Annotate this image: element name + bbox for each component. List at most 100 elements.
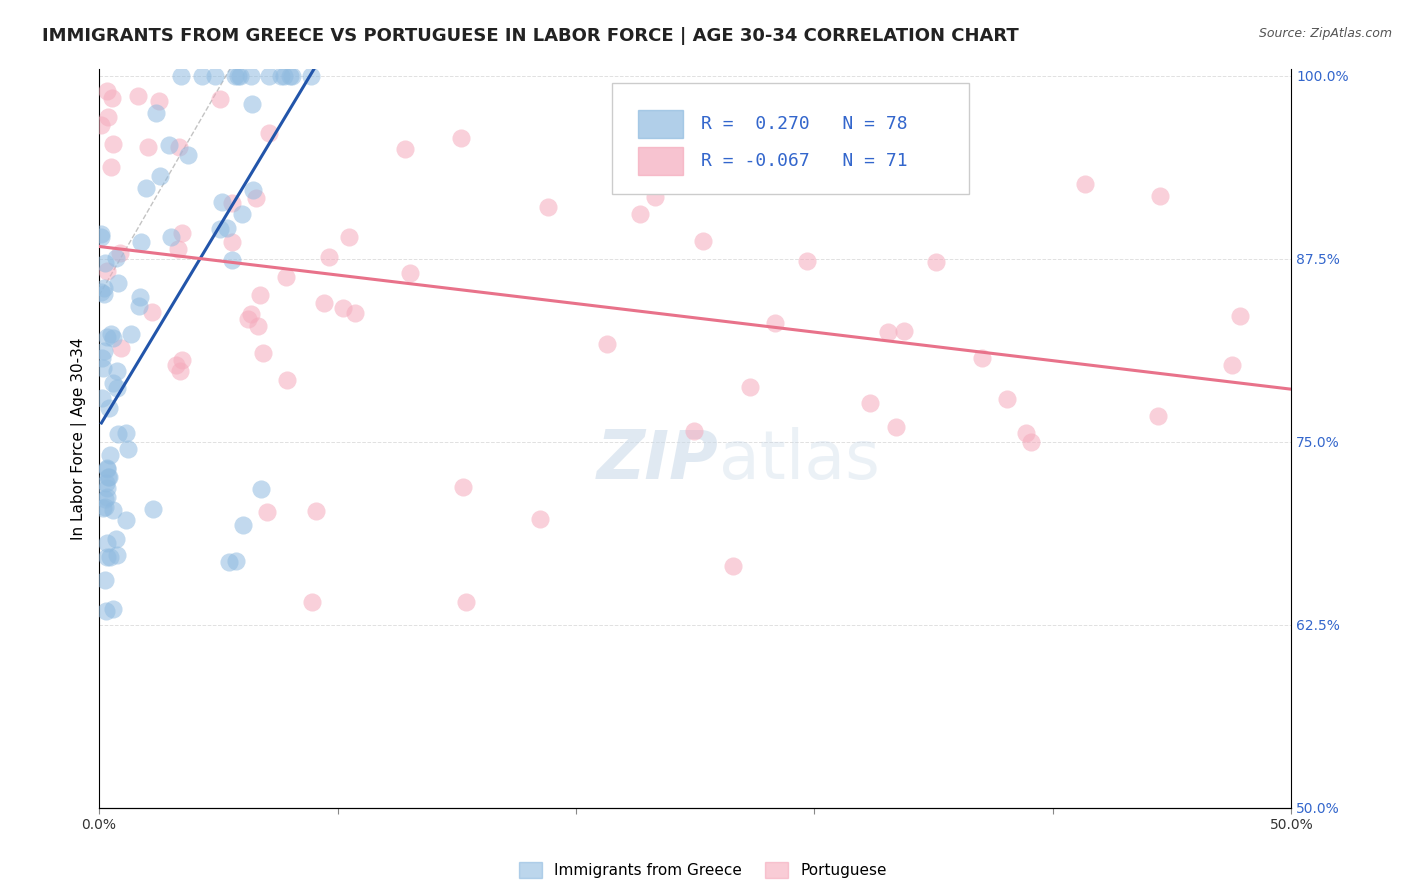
Point	[1147, 409, 1170, 423]
Point	[149, 169, 172, 183]
Point	[129, 290, 152, 304]
Point	[339, 230, 361, 244]
Point	[96, 264, 118, 278]
Legend: Immigrants from Greece, Portuguese: Immigrants from Greece, Portuguese	[513, 855, 893, 884]
Point	[1015, 426, 1038, 441]
Point	[115, 426, 138, 441]
Point	[100, 160, 122, 174]
Point	[796, 253, 818, 268]
Point	[136, 140, 159, 154]
Point	[628, 207, 651, 221]
Point	[135, 181, 157, 195]
Point	[93, 573, 115, 587]
Text: atlas: atlas	[718, 427, 880, 493]
Point	[100, 326, 122, 341]
Point	[332, 301, 354, 316]
Text: IMMIGRANTS FROM GREECE VS PORTUGUESE IN LABOR FORCE | AGE 30-34 CORRELATION CHAR: IMMIGRANTS FROM GREECE VS PORTUGUESE IN …	[42, 27, 1019, 45]
Point	[451, 480, 474, 494]
Point	[247, 318, 270, 333]
Point	[394, 142, 416, 156]
Point	[250, 482, 273, 496]
Point	[91, 360, 114, 375]
Point	[96, 535, 118, 549]
Point	[107, 427, 129, 442]
Point	[96, 460, 118, 475]
Point	[884, 420, 907, 434]
Point	[224, 69, 246, 83]
Point	[893, 324, 915, 338]
Point	[1019, 434, 1042, 449]
Point	[231, 207, 253, 221]
Point	[103, 503, 125, 517]
Point	[105, 548, 128, 562]
Point	[240, 307, 263, 321]
Text: R = -0.067   N = 71: R = -0.067 N = 71	[702, 152, 908, 170]
FancyBboxPatch shape	[638, 110, 683, 138]
Point	[238, 311, 260, 326]
Point	[636, 163, 658, 178]
Point	[995, 392, 1018, 406]
Point	[1222, 358, 1244, 372]
Point	[96, 549, 118, 564]
Point	[97, 469, 120, 483]
Y-axis label: In Labor Force | Age 30-34: In Labor Force | Age 30-34	[72, 337, 87, 540]
Point	[312, 296, 335, 310]
Point	[157, 137, 180, 152]
Point	[96, 110, 118, 124]
Point	[90, 351, 112, 365]
Point	[240, 96, 263, 111]
Point	[276, 270, 298, 285]
Point	[96, 84, 118, 98]
Point	[700, 141, 723, 155]
Text: ZIP: ZIP	[598, 427, 718, 493]
Point	[103, 376, 125, 390]
Point	[970, 351, 993, 366]
Point	[456, 595, 478, 609]
Point	[537, 200, 560, 214]
Point	[281, 69, 304, 83]
Point	[242, 183, 264, 197]
Point	[98, 549, 121, 564]
Point	[239, 69, 262, 83]
Point	[93, 256, 115, 270]
Point	[104, 251, 127, 265]
Point	[93, 287, 115, 301]
Point	[270, 69, 292, 83]
Point	[218, 555, 240, 569]
Point	[859, 396, 882, 410]
Point	[215, 221, 238, 235]
Point	[232, 518, 254, 533]
Point	[101, 331, 124, 345]
Point	[226, 69, 249, 83]
Point	[91, 501, 114, 516]
Point	[740, 379, 762, 393]
Point	[172, 226, 194, 240]
Point	[318, 250, 340, 264]
Point	[96, 330, 118, 344]
Point	[877, 325, 900, 339]
Point	[97, 470, 120, 484]
Point	[90, 118, 112, 132]
Point	[167, 140, 190, 154]
Point	[529, 512, 551, 526]
Point	[225, 554, 247, 568]
Point	[159, 230, 181, 244]
Point	[257, 126, 280, 140]
Point	[763, 316, 786, 330]
Point	[165, 358, 187, 372]
Point	[301, 595, 323, 609]
Point	[252, 345, 274, 359]
Point	[682, 424, 704, 438]
Point	[107, 277, 129, 291]
Point	[117, 442, 139, 457]
Point	[94, 492, 117, 507]
Point	[191, 69, 214, 83]
Point	[925, 255, 948, 269]
Point	[257, 69, 280, 83]
Point	[172, 353, 194, 368]
Point	[96, 462, 118, 476]
Point	[1074, 178, 1097, 192]
FancyBboxPatch shape	[612, 83, 969, 194]
Point	[141, 305, 163, 319]
Point	[211, 195, 233, 210]
